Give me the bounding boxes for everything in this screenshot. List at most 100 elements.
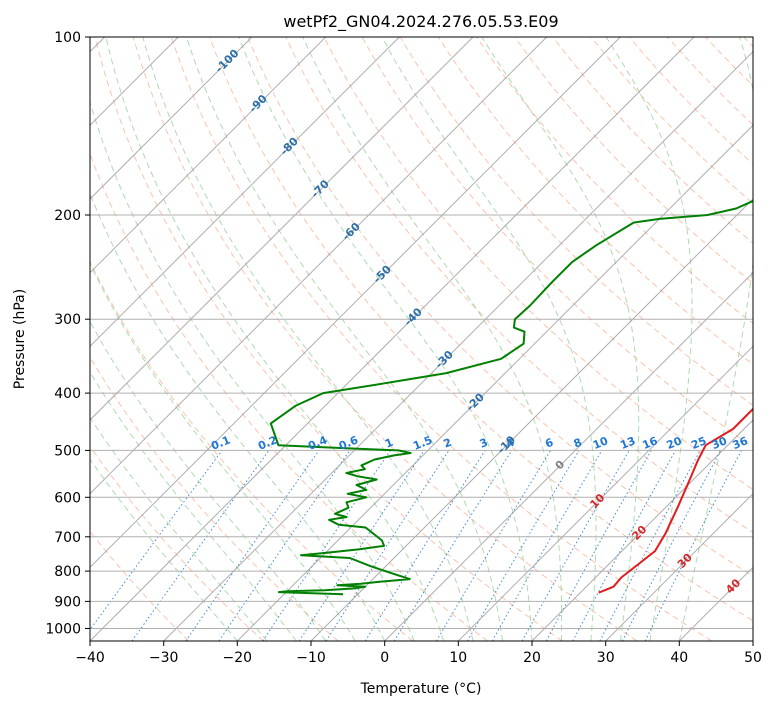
mixing-ratio-line [599,450,701,641]
dry-adiabat [323,37,753,491]
mixing-ratio-line [521,450,630,641]
y-axis-label: Pressure (hPa) [12,289,28,389]
isotherm [752,640,753,641]
dry-adiabat [705,37,753,87]
x-tick-label: 30 [597,650,615,666]
isotherm [678,566,753,641]
y-tick-label: 800 [54,564,81,580]
x-tick-label: 20 [523,650,541,666]
mixing-ratio-line [491,450,603,641]
dry-adiabat [170,37,712,641]
dry-adiabat [90,530,190,641]
dry-adiabat [476,37,753,325]
dry-adiabat [247,37,753,577]
background-lines [90,37,753,641]
dry-adiabat [743,37,753,48]
isotherm [384,271,753,641]
moist-adiabat [605,37,693,641]
isotherm [531,419,753,641]
dry-adiabat [90,260,414,641]
moist-adiabat [238,37,533,641]
moist-adiabat [105,37,445,641]
isotherm [90,37,253,200]
axes: −40 −30 −20 −10 0 10 20 30 40 50 100 200 300 400 500 60… [45,30,762,666]
isotherm [90,37,695,641]
mixing-ratio-line [325,450,450,641]
mixing-ratio-label: 36 [731,434,750,452]
dry-adiabat [667,37,753,126]
sounding-profile-line [269,199,753,596]
x-tick-label: −20 [223,650,253,666]
moist-adiabat [302,37,563,641]
mixing-ratio-line [545,450,652,641]
isotherm [310,198,753,641]
mixing-ratio-line [435,450,552,641]
dry-adiabat [514,37,753,284]
mixing-ratio-label: 6 [543,436,555,451]
y-tick-label: 500 [54,443,81,459]
moist-adiabat [481,37,640,641]
isotherm-label: -60 [340,220,363,243]
mixing-ratio-label: 8 [572,436,584,451]
sounding-profile-line [598,407,753,594]
y-tick-label: 300 [54,312,81,328]
dry-adiabat [90,152,488,641]
dry-adiabat [399,37,753,406]
mixing-ratio-line [393,450,513,641]
mixing-ratio-label: 16 [640,434,659,452]
mixing-ratio-label: 2 [442,436,454,451]
mixing-ratio-label: 20 [665,434,684,452]
y-tick-label: 900 [54,594,81,610]
dry-adiabat [90,445,264,641]
dry-adiabat [94,37,563,641]
mixing-ratio-line [467,450,580,641]
moist-adiabat [142,37,474,641]
x-tick-label: 40 [670,650,688,666]
series-group [269,199,753,596]
dry-adiabat [590,37,753,205]
y-tick-label: 400 [54,386,81,402]
isotherm [90,37,621,569]
y-tick-label: 1000 [45,622,81,638]
moist-adiabat [90,262,356,641]
mixing-ratio-line [218,450,351,641]
mixing-ratio-label: 1 [383,436,395,451]
isotherm [90,37,327,274]
mixing-ratio-line [298,450,425,641]
mixing-ratio-label: 3 [478,436,490,451]
x-tick-label: −30 [149,650,179,666]
dry-adiabat [209,37,753,622]
plot-frame [89,36,754,642]
dry-adiabat [132,37,638,641]
x-axis-label: Temperature (°C) [360,681,482,697]
dry-adiabat [90,356,339,641]
isotherm [457,345,753,641]
moist-adiabat [381,37,597,641]
dry-adiabat [552,37,753,244]
y-tick-label: 100 [54,30,81,46]
mixing-ratio-line [572,450,676,641]
moist-adiabat [186,37,503,641]
moist-adiabat [90,371,297,641]
y-tick-label: 600 [54,490,81,506]
chart-title: wetPf2_GN04.2024.276.05.53.E09 [283,12,558,32]
isotherm [236,124,753,641]
moist-adiabat [90,320,327,641]
x-tick-label: −10 [296,650,326,666]
line-labels: 0.1 0.2 0.4 0.6 1 1.5 2 3 4 6 8 10 13 16 20 25 30 36-100-… [209,47,750,597]
x-tick-label: 0 [380,650,389,666]
moist-adiabat [678,37,753,641]
x-tick-label: 50 [744,650,762,666]
mixing-ratio-label: 13 [618,434,637,452]
moist-adiabat [90,192,386,641]
mixing-ratio-line [364,450,486,641]
isotherm [90,37,474,421]
dry-adiabat [437,37,753,365]
mixing-ratio-label: 10 [591,434,610,452]
grid-lines [90,37,753,641]
isotherm [90,37,400,348]
isotherm-label: 30 [675,551,695,571]
mixing-ratio-line [131,450,270,641]
x-tick-label: 10 [449,650,467,666]
